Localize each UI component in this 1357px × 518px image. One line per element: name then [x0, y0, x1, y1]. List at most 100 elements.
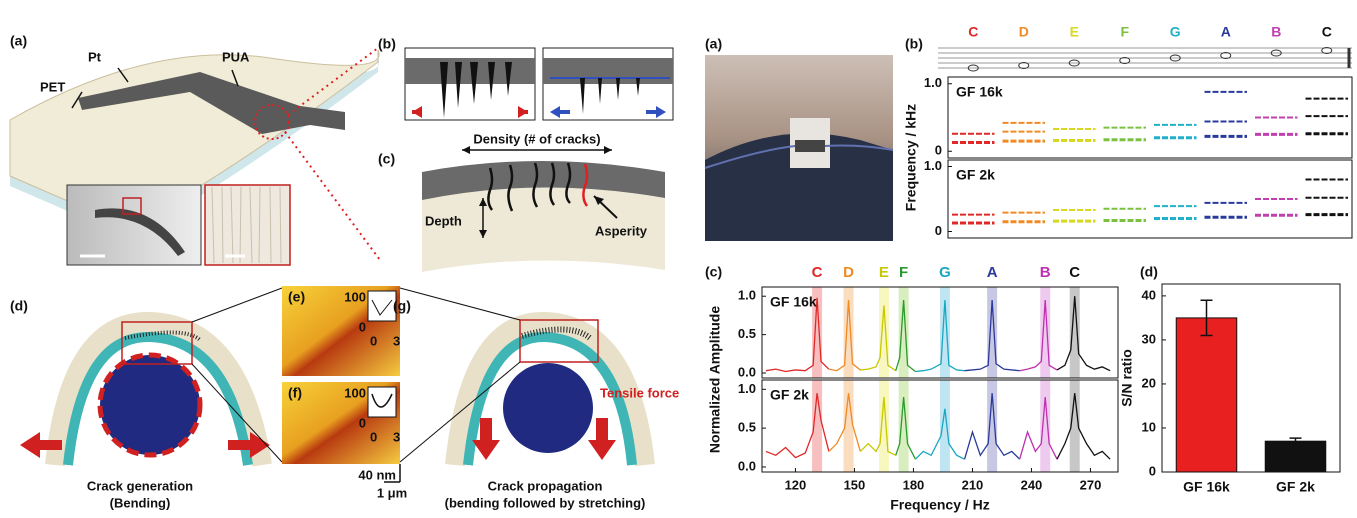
note-band	[1069, 287, 1080, 378]
spectrum-line	[914, 408, 965, 460]
y-tick-label: 0	[935, 143, 942, 158]
layer-label: Pt	[88, 49, 102, 64]
panel-label: (b)	[378, 36, 396, 52]
bending-illustration	[20, 287, 283, 467]
layer-label: PUA	[222, 49, 250, 64]
x-tick-label: 210	[962, 477, 984, 492]
spectrum-line	[1056, 296, 1111, 372]
spectrum-line	[859, 397, 897, 456]
note-band	[878, 287, 889, 378]
plot-frame	[947, 76, 1353, 159]
annotation: Depth	[425, 213, 462, 228]
spectrum-line	[1019, 300, 1058, 372]
note-name: C	[968, 24, 978, 40]
x-tick-label: GF 16k	[1183, 479, 1230, 495]
y-tick-label: 0.0	[738, 364, 756, 379]
panel-label: (c)	[378, 151, 395, 167]
x-tick-label: 240	[1021, 477, 1043, 492]
note-name: C	[1322, 24, 1332, 40]
note-label: E	[879, 264, 889, 281]
y-tick-label: 0	[935, 223, 942, 238]
bar	[1175, 317, 1238, 473]
annotation: Asperity	[595, 223, 648, 238]
note-label: G	[939, 264, 951, 281]
note-name: F	[1120, 24, 1129, 40]
note-name: B	[1271, 24, 1281, 40]
caption: Crack generation	[87, 478, 193, 493]
note-label: D	[843, 264, 854, 281]
inset-tick: 0	[370, 429, 377, 444]
note-band	[812, 287, 823, 378]
note-band	[987, 287, 998, 378]
y-tick-label: 1.0	[738, 288, 756, 303]
x-tick-label: GF 2k	[1276, 479, 1315, 495]
y-tick-label: 1.0	[924, 158, 942, 173]
note-head	[1220, 52, 1232, 59]
panel-title: GF 16k	[956, 84, 1003, 100]
caption: Crack propagation	[488, 478, 603, 493]
annotation: Density (# of cracks)	[473, 131, 600, 146]
y-tick-label: 0	[1149, 463, 1156, 478]
spectrum-line	[963, 393, 1021, 460]
caption: (Bending)	[110, 495, 171, 510]
panel-label: (d)	[10, 298, 28, 314]
spectrum-line	[828, 393, 861, 452]
y-axis-label: Frequency / kHz	[903, 104, 919, 211]
scale-label: 40 nm	[358, 467, 396, 482]
note-head	[1270, 49, 1282, 57]
x-axis-label: Frequency / Hz	[890, 497, 990, 513]
note-band	[898, 287, 909, 378]
note-band	[939, 380, 950, 472]
inset-tick: 0	[359, 319, 366, 334]
note-band	[898, 380, 909, 472]
y-tick-label: 0.0	[738, 458, 756, 473]
spectrum-line	[828, 300, 861, 372]
spectrum-line	[765, 297, 830, 373]
spectrum-line	[1019, 397, 1058, 460]
note-band	[1040, 380, 1051, 472]
panel-title: GF 2k	[956, 167, 995, 183]
note-band	[812, 380, 823, 472]
spectrum-line	[860, 305, 897, 372]
note-label: B	[1040, 264, 1051, 281]
spectrum-line	[895, 300, 916, 372]
panel-title: GF 16k	[770, 294, 817, 310]
note-head	[1119, 57, 1131, 64]
y-axis-label: Normalized Amplitude	[707, 306, 723, 453]
spectrum-line	[895, 397, 916, 460]
note-name: D	[1019, 24, 1029, 40]
error-bar	[1289, 437, 1302, 446]
note-label: C	[1069, 264, 1080, 281]
panel-label: (b)	[905, 36, 923, 52]
spectrum-line	[765, 393, 830, 459]
note-name: E	[1070, 24, 1079, 40]
block-illustration	[422, 146, 665, 272]
note-band	[843, 287, 854, 378]
annotation: Tensile force	[600, 385, 679, 400]
note-label: A	[987, 264, 998, 281]
note-band	[1069, 380, 1080, 472]
sheet-illustration	[9, 47, 381, 266]
note-band	[939, 287, 950, 378]
y-tick-label: 20	[1142, 375, 1156, 390]
x-tick-label: 120	[785, 477, 807, 492]
note-band	[843, 380, 854, 472]
y-tick-label: 0.5	[738, 326, 756, 341]
note-name: A	[1221, 24, 1231, 40]
x-tick-label: 270	[1080, 477, 1102, 492]
spectrum-line	[1056, 393, 1111, 460]
plot-frame	[761, 379, 1119, 473]
x-tick-label: 150	[844, 477, 866, 492]
panel-label: (e)	[288, 289, 305, 305]
y-tick-label: 0.5	[738, 420, 756, 435]
inset-tick: 100	[344, 289, 366, 304]
scale-label: 1 μm	[377, 485, 407, 500]
crack-illustration	[404, 47, 674, 121]
note-label: F	[899, 264, 908, 281]
inset-tick: 100	[344, 385, 366, 400]
note-label: C	[812, 264, 823, 281]
panel-label: (f)	[288, 385, 302, 401]
afm-images	[282, 286, 401, 483]
panel-title: GF 2k	[770, 387, 809, 403]
